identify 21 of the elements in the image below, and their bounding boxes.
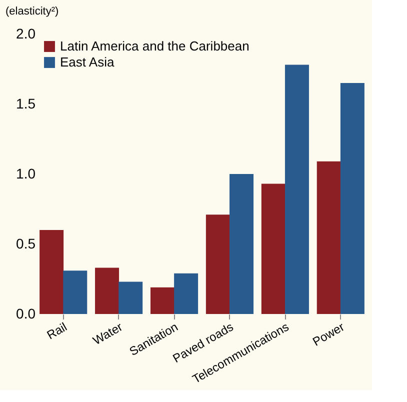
- bar: [206, 214, 230, 314]
- bar: [174, 273, 198, 314]
- y-tick-label: 0.0: [16, 306, 36, 322]
- bar: [40, 230, 64, 314]
- bar: [340, 83, 364, 314]
- bar: [284, 64, 309, 314]
- bar: [261, 184, 286, 314]
- legend-label: Latin America and the Caribbean: [60, 38, 250, 54]
- bar: [150, 287, 174, 314]
- y-tick-label: 1.0: [16, 166, 36, 182]
- bar: [63, 270, 88, 314]
- bar: [118, 282, 143, 314]
- y-axis-title: (elasticity²): [6, 6, 59, 18]
- y-tick-label: 2.0: [16, 26, 36, 42]
- legend-label: East Asia: [60, 54, 115, 70]
- x-tick-label: Rail: [44, 320, 70, 342]
- bar: [316, 161, 341, 314]
- bar: [95, 268, 120, 314]
- bar: [230, 174, 254, 314]
- y-tick-label: 1.5: [16, 96, 36, 112]
- y-tick-label: 0.5: [16, 236, 36, 252]
